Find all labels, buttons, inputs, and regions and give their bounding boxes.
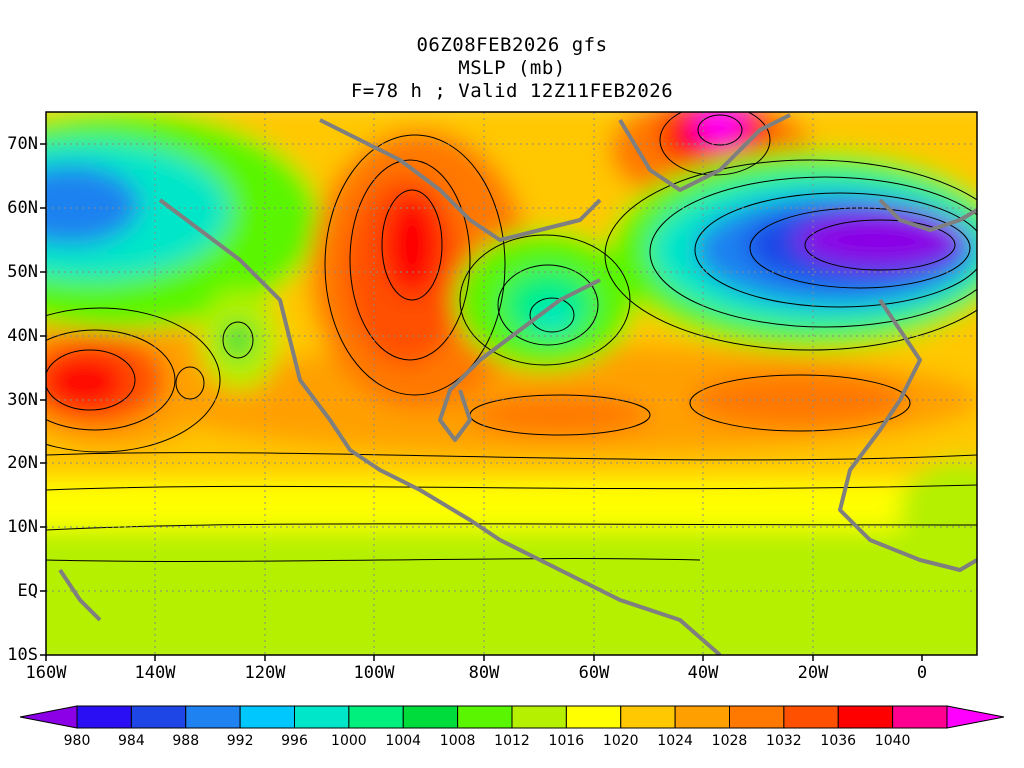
west-africa-trough (900, 460, 977, 560)
lon-label-60w: 60W (578, 663, 610, 683)
colorbar-swatch (511, 705, 567, 729)
bermuda-high-core (470, 395, 650, 435)
colorbar-swatch (837, 705, 894, 729)
colorbar-level-label: 1032 (766, 733, 802, 749)
colorbar-arrow-low (19, 705, 78, 729)
colorbar-swatch (348, 705, 404, 729)
lat-label-10n: 10N (7, 517, 38, 537)
colorbar-level-label: 984 (118, 733, 145, 749)
lon-label-160w: 160W (25, 663, 67, 683)
colorbar-level-label: 1020 (602, 733, 639, 749)
pacific-high-core (46, 357, 125, 407)
pressure-band-1012 (46, 520, 977, 655)
colorbar-swatch (729, 705, 785, 729)
colorbar (19, 705, 1005, 729)
colorbar-swatch (457, 705, 513, 729)
greenland-high-core (695, 112, 745, 143)
mslp-map (40, 111, 978, 661)
lon-label-40w: 40W (687, 663, 719, 683)
colorbar-level-label: 1004 (385, 733, 422, 749)
lat-label-40n: 40N (7, 326, 38, 346)
title-line-3: F=78 h ; Valid 12Z11FEB2026 (350, 80, 674, 102)
california-low (223, 322, 253, 358)
colorbar-level-label: 1012 (494, 733, 530, 749)
lat-label-10s: 10S (7, 645, 38, 665)
lon-label-100w: 100W (353, 663, 395, 683)
title-line-2: MSLP (mb) (458, 57, 566, 79)
title-line-1: 06Z08FEB2026 gfs (416, 34, 608, 56)
isobars (46, 112, 977, 562)
colorbar-arrow-high (946, 705, 1005, 729)
colorbar-swatch (294, 705, 350, 729)
lat-label-50n: 50N (7, 262, 38, 282)
colorbar-level-label: 1008 (439, 733, 476, 749)
colorbar-swatch (783, 705, 839, 729)
coastlines (58, 113, 977, 655)
map-frame (45, 111, 978, 656)
colorbar-level-label: 988 (172, 733, 200, 749)
lat-label-60n: 60N (7, 198, 38, 218)
alaska-low-core (46, 165, 140, 245)
colorbar-swatch (892, 705, 948, 729)
lat-label-20n: 20N (7, 453, 38, 473)
colorbar-level-label: 1040 (874, 733, 911, 749)
colorbar-level-label: 1000 (331, 733, 367, 749)
lon-label-140w: 140W (134, 663, 176, 683)
lon-label-0: 0 (916, 663, 928, 683)
colorbar-level-label: 980 (63, 733, 91, 749)
colorbar-swatch (620, 705, 676, 729)
lat-label-eq: EQ (17, 581, 38, 601)
tick-marks (40, 143, 923, 661)
lon-label-80w: 80W (468, 663, 500, 683)
colorbar-level-label: 1028 (711, 733, 748, 749)
continental-high-core (384, 195, 440, 295)
colorbar-swatch (130, 705, 187, 729)
lat-label-70n: 70N (7, 134, 38, 154)
colorbar-swatch (185, 705, 241, 729)
graticule (46, 112, 977, 655)
lon-label-20w: 20W (797, 663, 829, 683)
colorbar-level-label: 996 (281, 733, 308, 749)
colorbar-level-label: 992 (226, 733, 254, 749)
colorbar-swatch (565, 705, 622, 729)
lon-label-120w: 120W (244, 663, 286, 683)
colorbar-level-label: 1016 (548, 733, 585, 749)
colorbar-level-label: 1024 (657, 733, 693, 749)
colorbar-swatch (76, 705, 132, 729)
colorbar-swatch (239, 705, 295, 729)
lat-label-30n: 30N (7, 390, 38, 410)
colorbar-swatch (674, 705, 730, 729)
colorbar-level-label: 1036 (820, 733, 857, 749)
azores-high-core (690, 372, 910, 428)
colorbar-swatch (402, 705, 459, 729)
atlantic-low-core (532, 299, 572, 331)
